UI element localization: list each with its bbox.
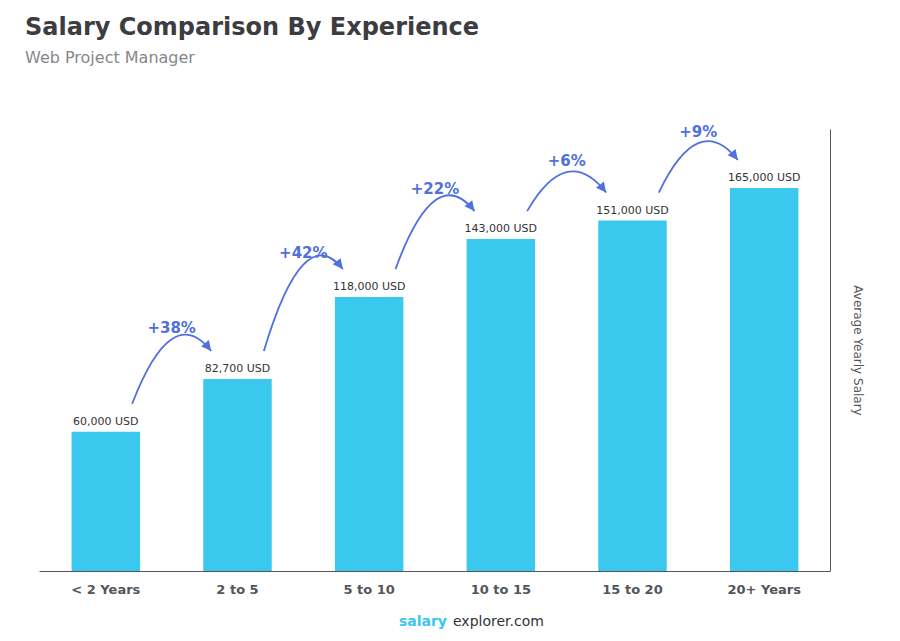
- svg-text:Average Yearly Salary: Average Yearly Salary: [851, 285, 865, 415]
- svg-text:15 to 20: 15 to 20: [602, 582, 662, 597]
- svg-text:explorer.com: explorer.com: [453, 613, 544, 629]
- svg-text:82,700 USD: 82,700 USD: [205, 362, 271, 375]
- svg-text:+6%: +6%: [548, 152, 586, 170]
- svg-text:5 to 10: 5 to 10: [343, 582, 394, 597]
- svg-text:165,000 USD: 165,000 USD: [728, 171, 801, 184]
- svg-text:2 to 5: 2 to 5: [216, 582, 258, 597]
- svg-text:Web Project Manager: Web Project Manager: [25, 48, 195, 67]
- svg-text:10 to 15: 10 to 15: [471, 582, 531, 597]
- svg-text:20+ Years: 20+ Years: [727, 582, 801, 597]
- svg-text:+42%: +42%: [279, 244, 327, 262]
- svg-text:+38%: +38%: [147, 319, 195, 337]
- svg-text:+9%: +9%: [679, 123, 717, 141]
- svg-text:118,000 USD: 118,000 USD: [333, 280, 406, 293]
- svg-text:60,000 USD: 60,000 USD: [73, 415, 139, 428]
- svg-text:+22%: +22%: [411, 180, 459, 198]
- svg-text:Salary Comparison By Experienc: Salary Comparison By Experience: [25, 13, 479, 41]
- svg-text:< 2 Years: < 2 Years: [71, 582, 140, 597]
- svg-text:143,000 USD: 143,000 USD: [465, 222, 538, 235]
- svg-text:151,000 USD: 151,000 USD: [596, 204, 669, 217]
- svg-text:salary: salary: [399, 613, 447, 629]
